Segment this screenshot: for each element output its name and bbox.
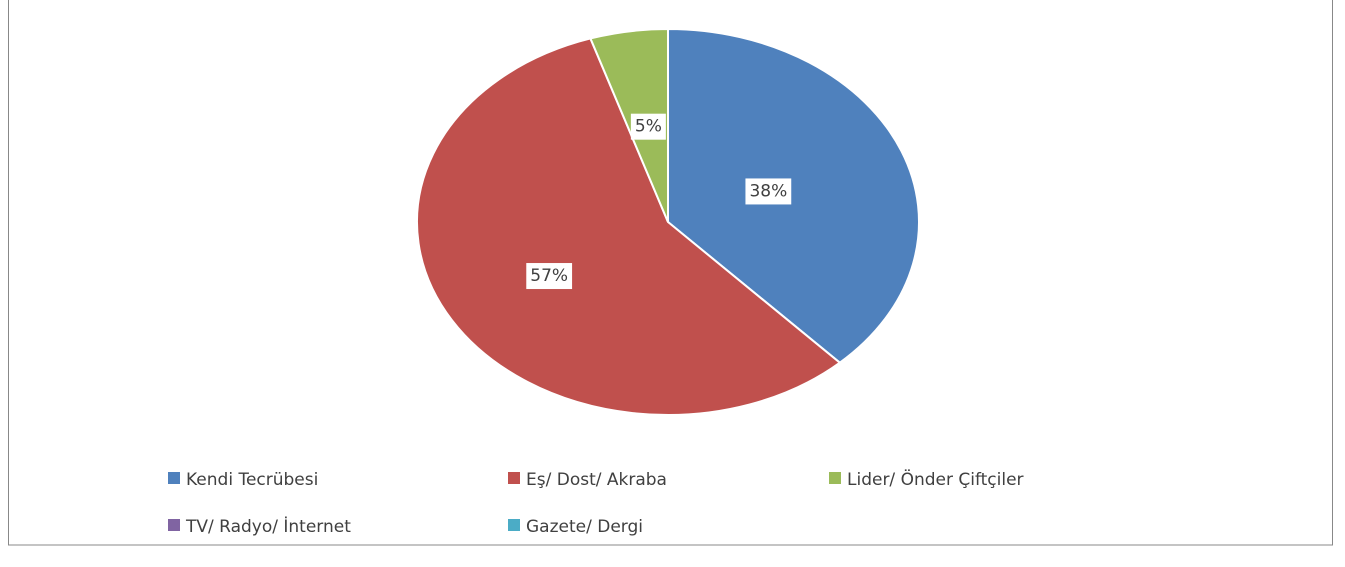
legend-swatch bbox=[168, 472, 180, 484]
data-label-bg bbox=[526, 263, 573, 290]
legend-swatch bbox=[829, 472, 841, 484]
data-label: 57% bbox=[530, 266, 568, 286]
legend-swatch bbox=[508, 519, 520, 531]
pie-slice bbox=[589, 27, 669, 223]
data-label: 5% bbox=[635, 117, 662, 137]
pie-slice bbox=[667, 27, 920, 364]
legend-label: Gazete/ Dergi bbox=[526, 517, 643, 537]
legend-label: TV/ Radyo/ İnternet bbox=[185, 516, 351, 537]
legend-swatch bbox=[168, 519, 180, 531]
data-label: 38% bbox=[749, 181, 787, 201]
pie-slice bbox=[416, 37, 842, 416]
legend-label: Kendi Tecrübesi bbox=[186, 470, 318, 490]
legend-swatch bbox=[508, 472, 520, 484]
legend-label: Eş/ Dost/ Akraba bbox=[526, 470, 667, 490]
data-label-bg bbox=[745, 178, 792, 205]
data-label-bg bbox=[630, 113, 666, 140]
legend-label: Lider/ Önder Çiftçiler bbox=[847, 468, 1024, 490]
